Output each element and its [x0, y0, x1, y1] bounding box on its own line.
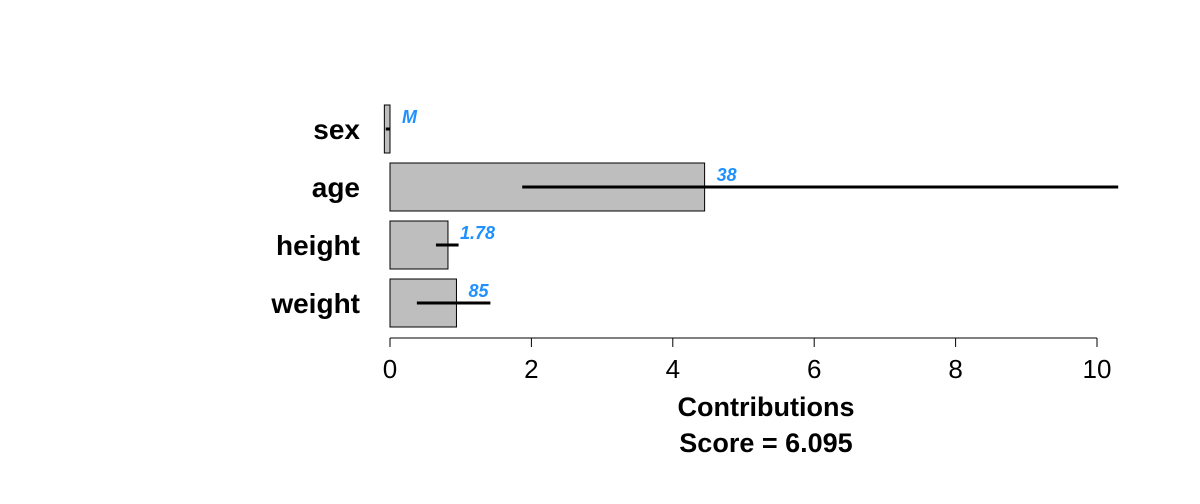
- category-label-sex: sex: [313, 114, 360, 145]
- value-label-height: 1.78: [460, 223, 495, 243]
- score-subtitle: Score = 6.095: [679, 428, 852, 458]
- value-label-weight: 85: [468, 281, 489, 301]
- value-label-age: 38: [717, 165, 737, 185]
- category-label-weight: weight: [270, 288, 360, 319]
- x-tick-label-2: 2: [524, 354, 538, 384]
- x-tick-label-6: 6: [807, 354, 821, 384]
- category-label-age: age: [312, 172, 360, 203]
- x-tick-label-8: 8: [948, 354, 962, 384]
- x-axis: 0 2 4 6 8 10: [383, 337, 1112, 384]
- x-axis-title: Contributions: [678, 392, 855, 422]
- x-tick-label-10: 10: [1083, 354, 1112, 384]
- x-tick-label-4: 4: [666, 354, 680, 384]
- value-label-sex: M: [402, 107, 418, 127]
- bars-layer: [383, 104, 1119, 328]
- x-tick-label-0: 0: [383, 354, 397, 384]
- category-label-height: height: [276, 230, 360, 261]
